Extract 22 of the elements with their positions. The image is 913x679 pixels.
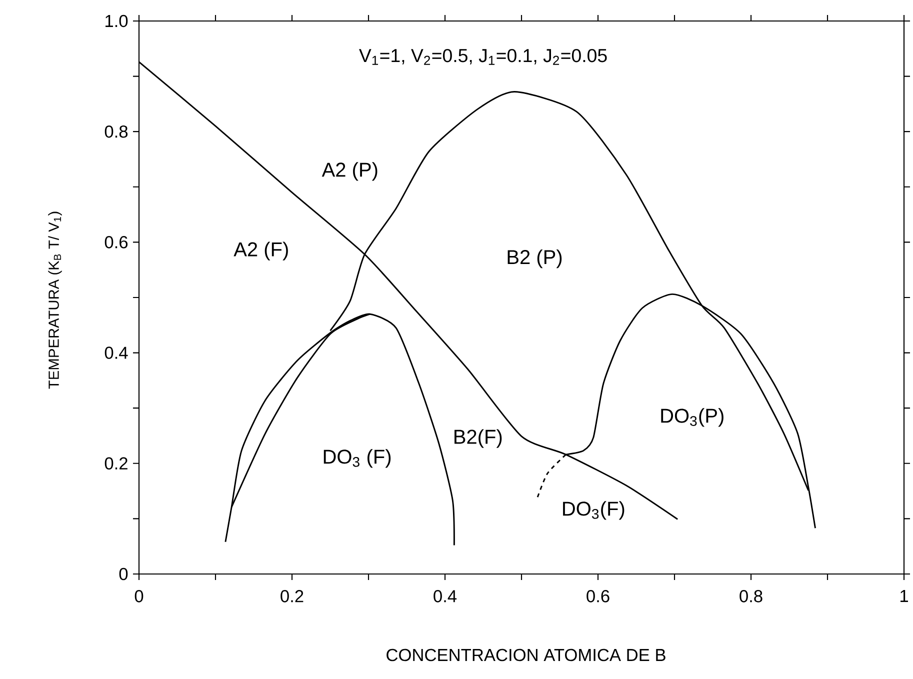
text: V$_{1}$=1, V$_{2}$=0.5, J$_{1}$=0.1, J$_{2}$=0.05 [359,48,607,65]
y-tick-label: 1.0 [106,14,128,28]
y-tick-label: 0.8 [104,125,128,138]
annotation: DO$_{3}$ (F) [324,449,391,468]
x-tick-label: 0.8 [740,590,762,602]
x-tick-label: 0 [134,590,144,602]
x-axis-title: CONCENTRACION ATOMICA DE B [386,648,666,662]
y-axis-title: TEMPERATURA (K$_{B}$ T/ V$_{1}$) [48,212,62,389]
annotation: A2 (P) [322,162,378,181]
x-tick-label: 0.2 [280,590,304,602]
y-tick-label: 0.6 [104,236,128,248]
x-tick-label: 0.4 [434,590,457,602]
x-tick-label: 0.6 [586,590,610,602]
x-tick-label: 1 [900,590,908,602]
annotation: B2 (P) [508,249,562,268]
annotation: A2 (F) [234,242,288,260]
annotation: B2(F) [454,429,502,448]
y-tick-label: 0.4 [104,346,128,359]
annotation: DO$_{3}$(F) [563,501,624,520]
y-tick-label: 0.2 [104,457,128,470]
annotation: DO$_{3}$(P) [661,408,724,427]
y-tick-label: 0 [119,568,128,580]
